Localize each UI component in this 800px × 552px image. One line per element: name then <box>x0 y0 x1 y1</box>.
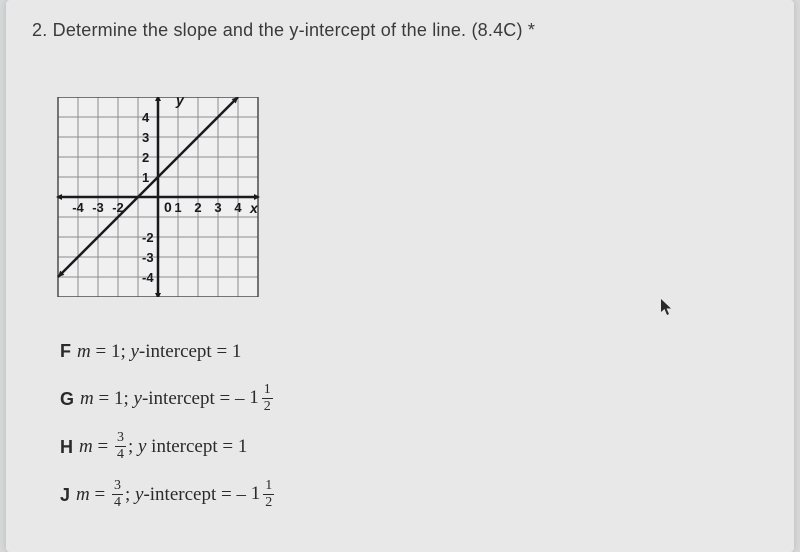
graph-svg: yx04321-2-3-4-4-3-21234 <box>34 97 282 297</box>
answer-label-F: F <box>60 342 71 360</box>
svg-text:-2: -2 <box>142 230 154 245</box>
question-body: Determine the slope and the y-intercept … <box>53 20 535 40</box>
svg-text:-2: -2 <box>112 200 124 215</box>
answer-label-J: J <box>60 486 70 504</box>
answer-F[interactable]: F m = 1; y-intercept = 1 <box>60 336 768 366</box>
svg-text:1: 1 <box>142 170 149 185</box>
svg-text:y: y <box>175 97 185 108</box>
answer-choices: F m = 1; y-intercept = 1 G m = 1; y-inte… <box>60 336 768 510</box>
svg-text:-4: -4 <box>72 200 84 215</box>
svg-text:3: 3 <box>214 200 221 215</box>
answer-label-H: H <box>60 438 73 456</box>
answer-label-G: G <box>60 390 74 408</box>
svg-text:2: 2 <box>194 200 201 215</box>
question-text: 2. Determine the slope and the y-interce… <box>32 20 768 41</box>
svg-text:x: x <box>249 200 259 216</box>
question-number: 2. <box>32 20 47 40</box>
answer-G[interactable]: G m = 1; y-intercept = – 112 <box>60 384 768 414</box>
svg-text:1: 1 <box>174 200 181 215</box>
svg-text:2: 2 <box>142 150 149 165</box>
answer-J[interactable]: J m = 34; y-intercept = – 112 <box>60 480 768 510</box>
page-surface: 2. Determine the slope and the y-interce… <box>6 0 794 552</box>
svg-text:-3: -3 <box>142 250 154 265</box>
svg-text:4: 4 <box>142 110 150 125</box>
svg-text:4: 4 <box>234 200 242 215</box>
svg-text:0: 0 <box>164 199 172 215</box>
graph-container: yx04321-2-3-4-4-3-21234 <box>34 97 768 302</box>
svg-text:-4: -4 <box>142 270 154 285</box>
svg-text:-3: -3 <box>92 200 104 215</box>
svg-text:3: 3 <box>142 130 149 145</box>
answer-H[interactable]: H m = 34; y intercept = 1 <box>60 432 768 462</box>
